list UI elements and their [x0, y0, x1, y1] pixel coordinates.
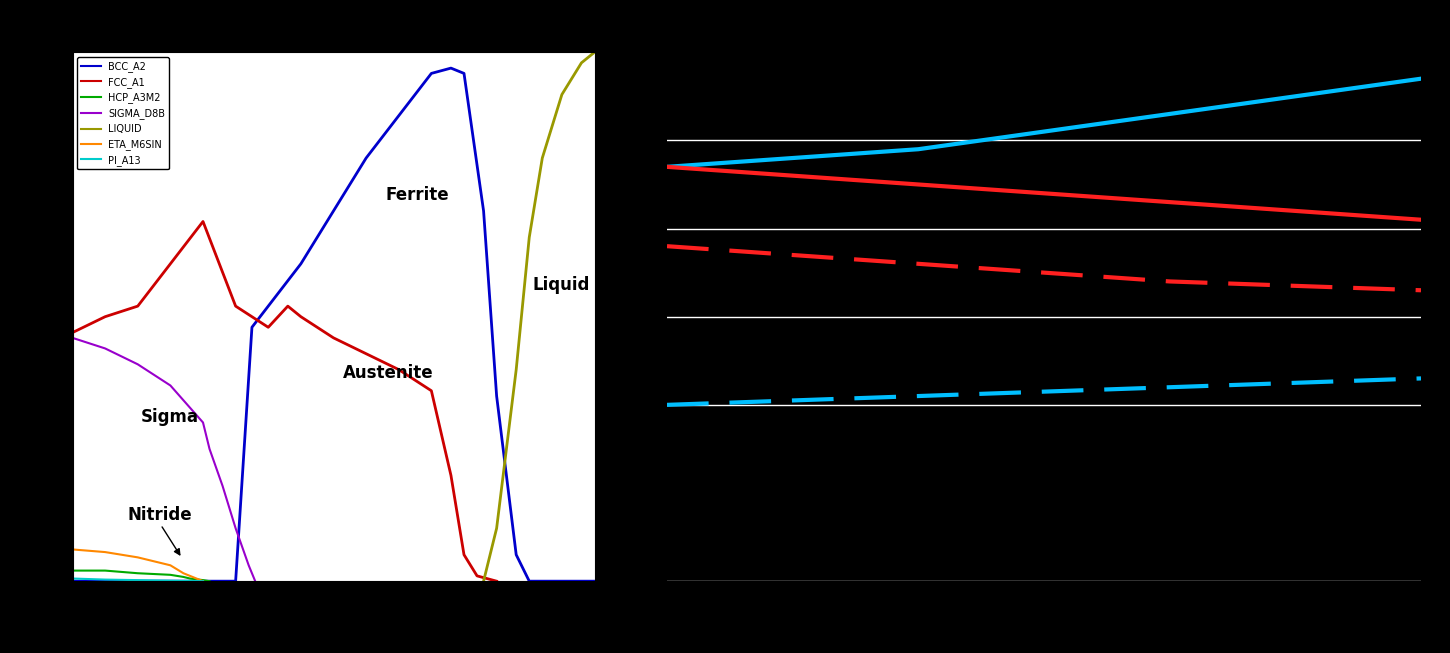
Text: Liquid: Liquid	[532, 276, 590, 295]
Text: Austenite: Austenite	[344, 364, 434, 381]
Text: Ferrite: Ferrite	[386, 186, 450, 204]
Y-axis label: Mass fraction of all phases: Mass fraction of all phases	[22, 202, 38, 432]
Legend: BCC_A2, FCC_A1, HCP_A3M2, SIGMA_D8B, LIQUID, ETA_M6SIN, PI_A13: BCC_A2, FCC_A1, HCP_A3M2, SIGMA_D8B, LIQ…	[77, 57, 170, 170]
Text: Nitride: Nitride	[128, 506, 193, 524]
Text: Sigma: Sigma	[141, 409, 199, 426]
X-axis label: Temperature [°C]: Temperature [°C]	[260, 609, 407, 624]
